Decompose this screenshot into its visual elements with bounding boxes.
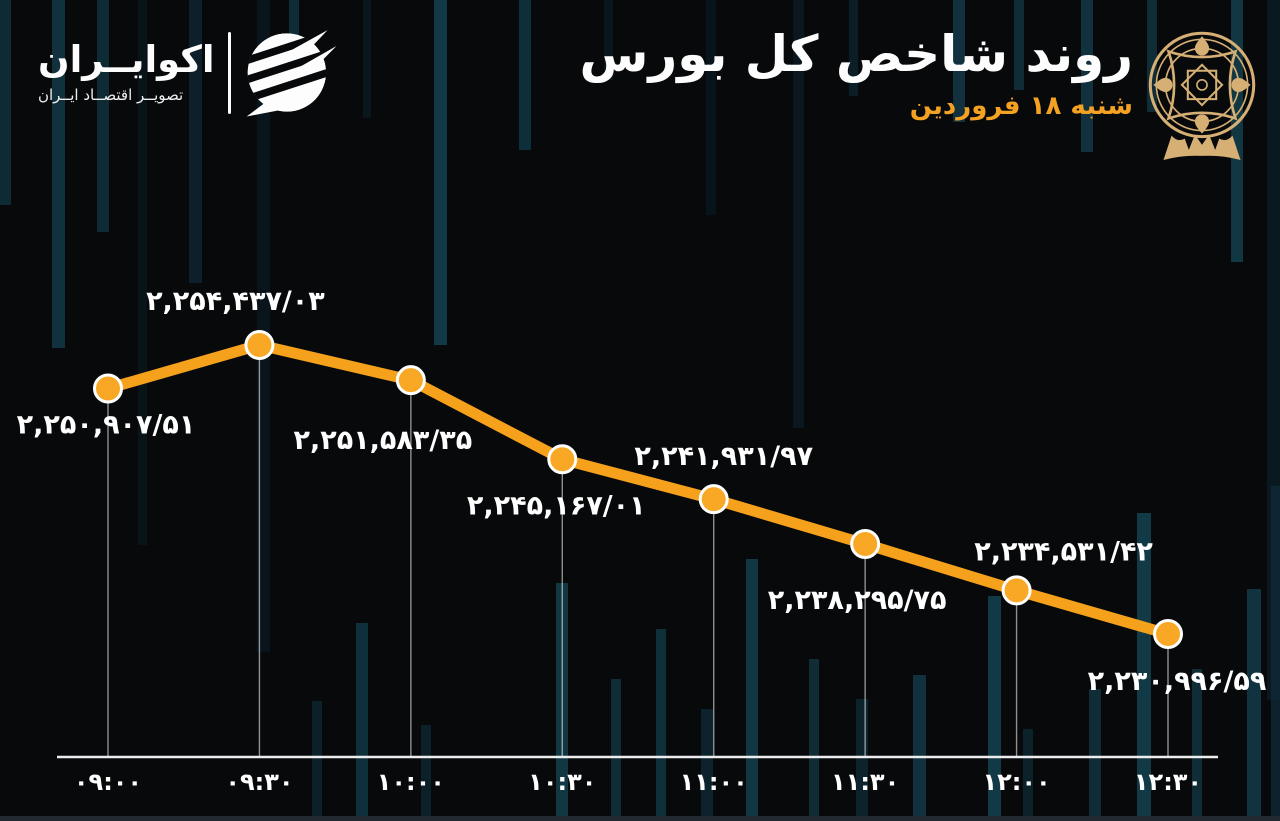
bg-bar: [356, 623, 368, 821]
bg-bar: [1014, 0, 1024, 90]
bg-bar: [189, 0, 202, 283]
bottom-strip: [0, 816, 1280, 821]
bourse-emblem-icon: [1148, 31, 1256, 160]
x-axis-label: ۱۰:۰۰: [377, 768, 445, 796]
bg-bar: [421, 725, 431, 821]
bg-bar: [706, 0, 716, 215]
bg-bar: [1192, 669, 1202, 821]
x-axis-label: ۰۹:۳۰: [225, 768, 293, 796]
emblem-pedestal: [1163, 134, 1241, 160]
data-point: [1153, 619, 1183, 649]
data-point: [547, 444, 578, 475]
ecoiran-logo-icon: [243, 30, 337, 117]
brand-name: اکوایــران: [38, 37, 215, 81]
title-block: روند شاخص کل بورس شنبه ۱۸ فروردین: [579, 22, 1133, 121]
page-title: روند شاخص کل بورس: [579, 25, 1133, 83]
bg-bar: [1081, 0, 1093, 152]
data-point: [698, 484, 729, 515]
bg-bar: [1271, 486, 1280, 821]
value-label: ۲,۲۵۱,۵۸۳/۳۵: [294, 425, 473, 456]
bg-bar: [289, 0, 299, 66]
index-line: [102, 339, 1174, 640]
bg-bar: [988, 596, 1001, 821]
x-axis-label: ۱۰:۳۰: [528, 768, 596, 796]
brand-ecoiran: اکوایــران تصویــر اقتصــاد ایــران: [38, 26, 344, 119]
value-label: ۲,۲۳۸,۲۹۵/۷۵: [768, 585, 947, 616]
bg-bar: [97, 0, 109, 232]
bg-bar: [1231, 0, 1243, 262]
bg-bar: [656, 629, 666, 821]
emblem-domes: [1153, 36, 1251, 134]
data-point: [1001, 575, 1032, 606]
bg-bar: [0, 0, 11, 205]
bg-bar: [793, 0, 804, 428]
date-subtitle: شنبه ۱۸ فروردین: [909, 91, 1133, 121]
bg-bar: [701, 709, 713, 821]
bg-bar: [1147, 0, 1157, 112]
bg-bar: [913, 675, 926, 821]
brand-tagline: تصویــر اقتصــاد ایــران: [38, 86, 184, 105]
x-axis-label: ۰۹:۰۰: [74, 768, 142, 796]
bg-bar: [604, 0, 613, 80]
bg-bar: [1137, 513, 1151, 821]
brand-text: اکوایــران تصویــر اقتصــاد ایــران: [38, 37, 215, 105]
bg-bar: [257, 0, 270, 652]
bg-bar: [1247, 589, 1261, 821]
value-label: ۲,۲۵۰,۹۰۷/۵۱: [17, 410, 196, 441]
data-point: [93, 373, 123, 404]
data-point: [850, 529, 881, 560]
bg-bar: [138, 0, 147, 545]
bg-bar: [746, 559, 758, 821]
bg-bar: [809, 659, 819, 821]
value-label: ۲,۲۴۱,۹۳۱/۹۷: [634, 441, 813, 472]
x-axis-label: ۱۱:۰۰: [680, 768, 748, 796]
bg-bar: [363, 0, 371, 118]
bg-bar: [434, 0, 447, 345]
bg-bar: [519, 0, 531, 150]
value-label: ۲,۲۳۰,۹۹۶/۵۹: [1088, 666, 1267, 697]
value-label: ۲,۲۵۴,۴۳۷/۰۳: [146, 286, 325, 317]
bg-bar: [849, 0, 858, 96]
bg-bar: [1023, 729, 1033, 821]
value-label: ۲,۲۳۴,۵۳۱/۴۲: [974, 536, 1153, 567]
value-label: ۲,۲۴۵,۱۶۷/۰۱: [467, 490, 646, 521]
x-axis-label: ۱۲:۳۰: [1134, 768, 1202, 796]
bg-bar: [1089, 689, 1101, 821]
brand-separator: [227, 31, 231, 114]
x-axis-label: ۱۱:۳۰: [831, 768, 899, 796]
bg-bar: [611, 679, 621, 821]
bg-bar: [312, 701, 322, 821]
bg-bar: [953, 0, 965, 122]
data-point: [244, 330, 275, 360]
data-point: [395, 365, 426, 396]
bg-bar: [52, 0, 65, 348]
x-axis-label: ۱۲:۰۰: [982, 768, 1050, 796]
